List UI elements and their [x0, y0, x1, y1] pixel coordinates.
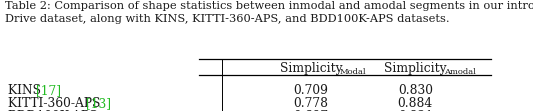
Text: [13]: [13]: [75, 110, 100, 111]
Text: BDD100K-APS: BDD100K-APS: [8, 110, 101, 111]
Text: [17]: [17]: [36, 84, 61, 97]
Text: Drive dataset, along with KINS, KITTI-360-APS, and BDD100K-APS datasets.: Drive dataset, along with KINS, KITTI-36…: [5, 14, 450, 24]
Text: Amodal: Amodal: [444, 68, 476, 76]
Text: 0.821: 0.821: [398, 110, 433, 111]
Text: 0.830: 0.830: [398, 84, 433, 97]
Text: KINS: KINS: [8, 84, 45, 97]
Text: 0.778: 0.778: [293, 97, 328, 110]
Text: 0.697: 0.697: [293, 110, 328, 111]
Text: KITTI-360-APS: KITTI-360-APS: [8, 97, 104, 110]
Text: Modal: Modal: [340, 68, 366, 76]
Text: 0.709: 0.709: [293, 84, 328, 97]
Text: [13]: [13]: [86, 97, 111, 110]
Text: Simplicity: Simplicity: [384, 61, 447, 74]
Text: Simplicity: Simplicity: [280, 61, 342, 74]
Text: 0.884: 0.884: [398, 97, 433, 110]
Text: Table 2: Comparison of shape statistics between inmodal and amodal segments in o: Table 2: Comparison of shape statistics …: [5, 1, 533, 11]
